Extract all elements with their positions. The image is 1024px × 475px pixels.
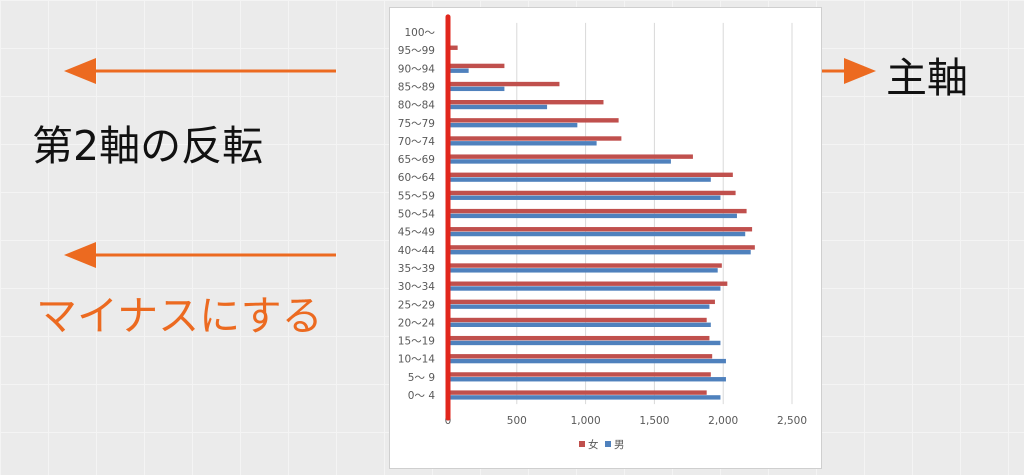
bar-male bbox=[448, 340, 721, 346]
bar-male bbox=[448, 358, 726, 364]
bar-female bbox=[448, 118, 619, 123]
bar-female bbox=[448, 100, 604, 105]
bar-male bbox=[448, 213, 737, 219]
bar-female bbox=[448, 317, 707, 323]
y-tick-label: 75～79 bbox=[398, 118, 435, 130]
y-tick-label: 60～64 bbox=[398, 172, 436, 184]
y-tick-label: 90～94 bbox=[398, 63, 436, 75]
y-tick-label: 85～89 bbox=[398, 81, 435, 93]
bar-male bbox=[448, 104, 548, 110]
bar-female bbox=[448, 81, 560, 87]
bar-male bbox=[448, 322, 711, 327]
bar-male bbox=[448, 268, 718, 273]
legend-label-male: 男 bbox=[614, 439, 625, 451]
bar-male bbox=[448, 395, 721, 400]
make-negative-label: マイナスにする bbox=[36, 292, 323, 340]
bar-female bbox=[448, 190, 736, 196]
y-tick-label: 55～59 bbox=[398, 190, 435, 202]
bar-female bbox=[448, 154, 693, 159]
secondary-axis-reverse-label: 第2軸の反転 bbox=[32, 122, 264, 170]
bar-female bbox=[448, 354, 713, 359]
x-tick-label: 1,000 bbox=[571, 415, 601, 427]
bar-female bbox=[448, 245, 755, 250]
chart-panel: 0～ 4 5～ 9 10～14 15～19 20～24 25～29 30～34 35～39 40… bbox=[389, 7, 822, 469]
bar-female bbox=[448, 372, 711, 377]
y-tick-label: 20～24 bbox=[398, 317, 436, 329]
y-tick-label: 95～99 bbox=[398, 45, 435, 57]
arrow-left-top bbox=[64, 58, 336, 84]
x-tick-label: 0 bbox=[445, 415, 452, 427]
y-tick-label: 10～14 bbox=[398, 354, 436, 366]
bar-male bbox=[448, 159, 671, 164]
bar-female bbox=[448, 281, 728, 286]
legend-label-female: 女 bbox=[588, 438, 599, 451]
bar-male bbox=[448, 141, 597, 146]
population-bar-chart: 0～ 4 5～ 9 10～14 15～19 20～24 25～29 30～34 35～39 40… bbox=[398, 14, 807, 451]
x-tick-label: 1,500 bbox=[639, 415, 669, 427]
bar-female bbox=[448, 172, 733, 177]
bar-female bbox=[448, 263, 722, 268]
y-tick-label: 40～44 bbox=[398, 245, 436, 257]
arrow-left-bottom-head bbox=[64, 242, 96, 268]
bar-male bbox=[448, 195, 721, 200]
y-tick-label: 65～69 bbox=[398, 154, 435, 166]
x-tick-label: 500 bbox=[507, 415, 527, 427]
legend-swatch-male bbox=[605, 441, 611, 447]
bar-male bbox=[448, 86, 505, 92]
arrow-left-bottom bbox=[64, 242, 336, 268]
y-tick-label: 25～29 bbox=[398, 299, 435, 311]
bar-female bbox=[448, 45, 458, 50]
bar-male bbox=[448, 286, 721, 291]
bar-female bbox=[448, 63, 505, 69]
bar-male bbox=[448, 304, 710, 309]
bar-male bbox=[448, 231, 746, 237]
arrow-left-top-head bbox=[64, 58, 96, 84]
bar-male bbox=[448, 68, 469, 73]
bar-male bbox=[448, 250, 751, 255]
bar-male bbox=[448, 177, 711, 182]
legend-swatch-female bbox=[579, 441, 585, 447]
bar-female bbox=[448, 136, 622, 141]
y-tick-label: 35～39 bbox=[398, 263, 435, 275]
y-tick-label: 45～49 bbox=[398, 227, 435, 239]
y-tick-label: 70～74 bbox=[398, 136, 436, 148]
arrow-right-primary-head bbox=[844, 58, 876, 84]
bar-male bbox=[448, 377, 726, 382]
y-tick-label: 5～ 9 bbox=[408, 372, 435, 384]
x-tick-label: 2,000 bbox=[708, 415, 738, 427]
bar-female bbox=[448, 299, 715, 305]
primary-axis-label: 主軸 bbox=[886, 54, 968, 102]
y-tick-label: 100～ bbox=[404, 27, 435, 39]
bar-female bbox=[448, 208, 747, 214]
y-tick-label: 30～34 bbox=[398, 281, 436, 293]
y-tick-label: 80～84 bbox=[398, 100, 436, 112]
bar-male bbox=[448, 122, 578, 128]
x-tick-label: 2,500 bbox=[777, 415, 807, 427]
bar-female bbox=[448, 227, 753, 232]
y-tick-label: 0～ 4 bbox=[408, 390, 436, 402]
bar-female bbox=[448, 390, 707, 395]
y-tick-label: 50～54 bbox=[398, 209, 436, 221]
bar-female bbox=[448, 335, 710, 341]
y-tick-label: 15～19 bbox=[398, 336, 435, 348]
